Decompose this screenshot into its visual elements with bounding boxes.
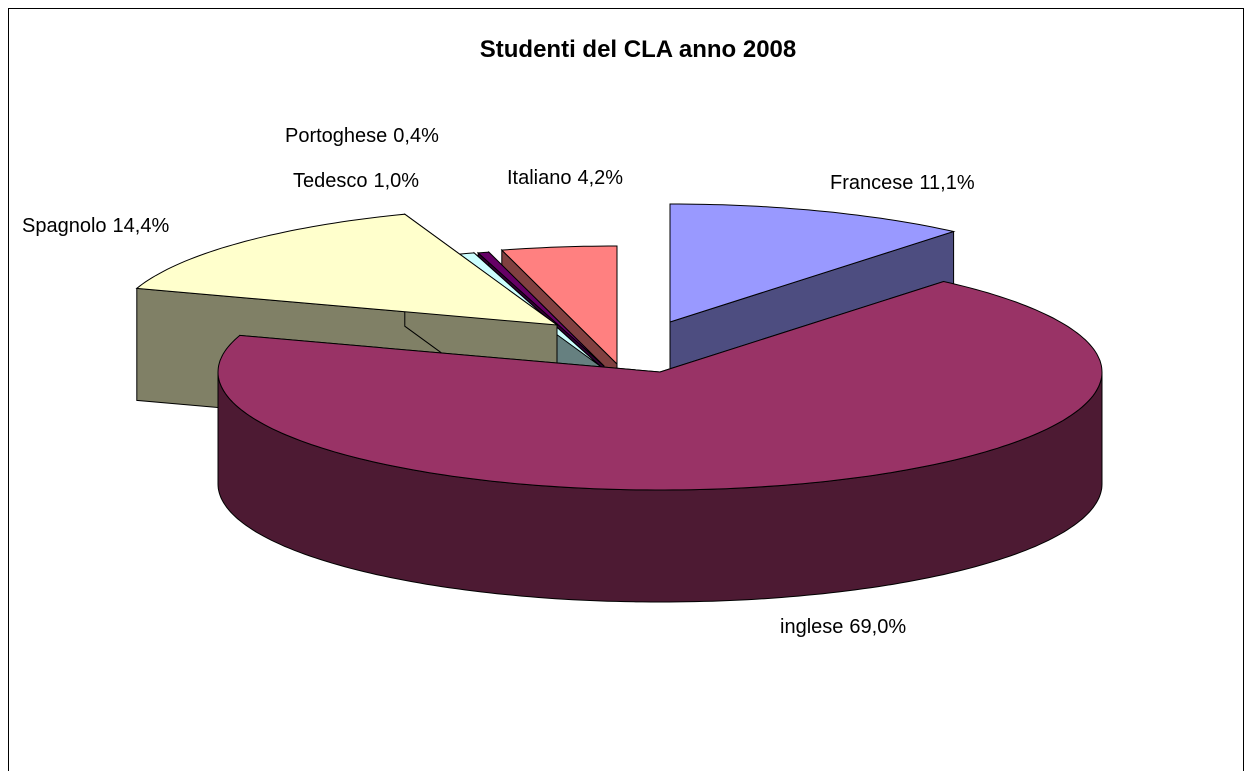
category-label: Tedesco [293,170,368,192]
data-label: Spagnolo 14,4% [22,215,169,237]
value-label: 69,0% [849,616,906,638]
data-label: Italiano 4,2% [507,167,623,189]
category-label: Spagnolo [22,215,107,237]
value-label: 14,4% [113,215,170,237]
data-label: Tedesco 1,0% [293,170,419,192]
slice [476,251,605,367]
category-label: inglese [780,616,843,638]
category-label: Italiano [507,167,572,189]
data-label: Francese 11,1% [830,172,975,194]
category-label: Portoghese [285,125,387,147]
slice [669,203,956,323]
value-label: 1,0% [374,170,420,192]
value-label: 11,1% [919,172,974,194]
value-label: 4,2% [578,167,624,189]
data-label: inglese 69,0% [780,616,906,638]
category-label: Francese [830,172,913,194]
slice [500,245,618,366]
slice [217,280,1103,491]
pie [135,203,1103,603]
data-label: Portoghese 0,4% [285,125,439,147]
slice [135,213,559,326]
chart-title: Studenti del CLA anno 2008 [480,36,797,63]
value-label: 0,4% [393,125,439,147]
labels: Francese 11,1% inglese 69,0% Spagnolo 14,4% Te… [22,125,975,638]
